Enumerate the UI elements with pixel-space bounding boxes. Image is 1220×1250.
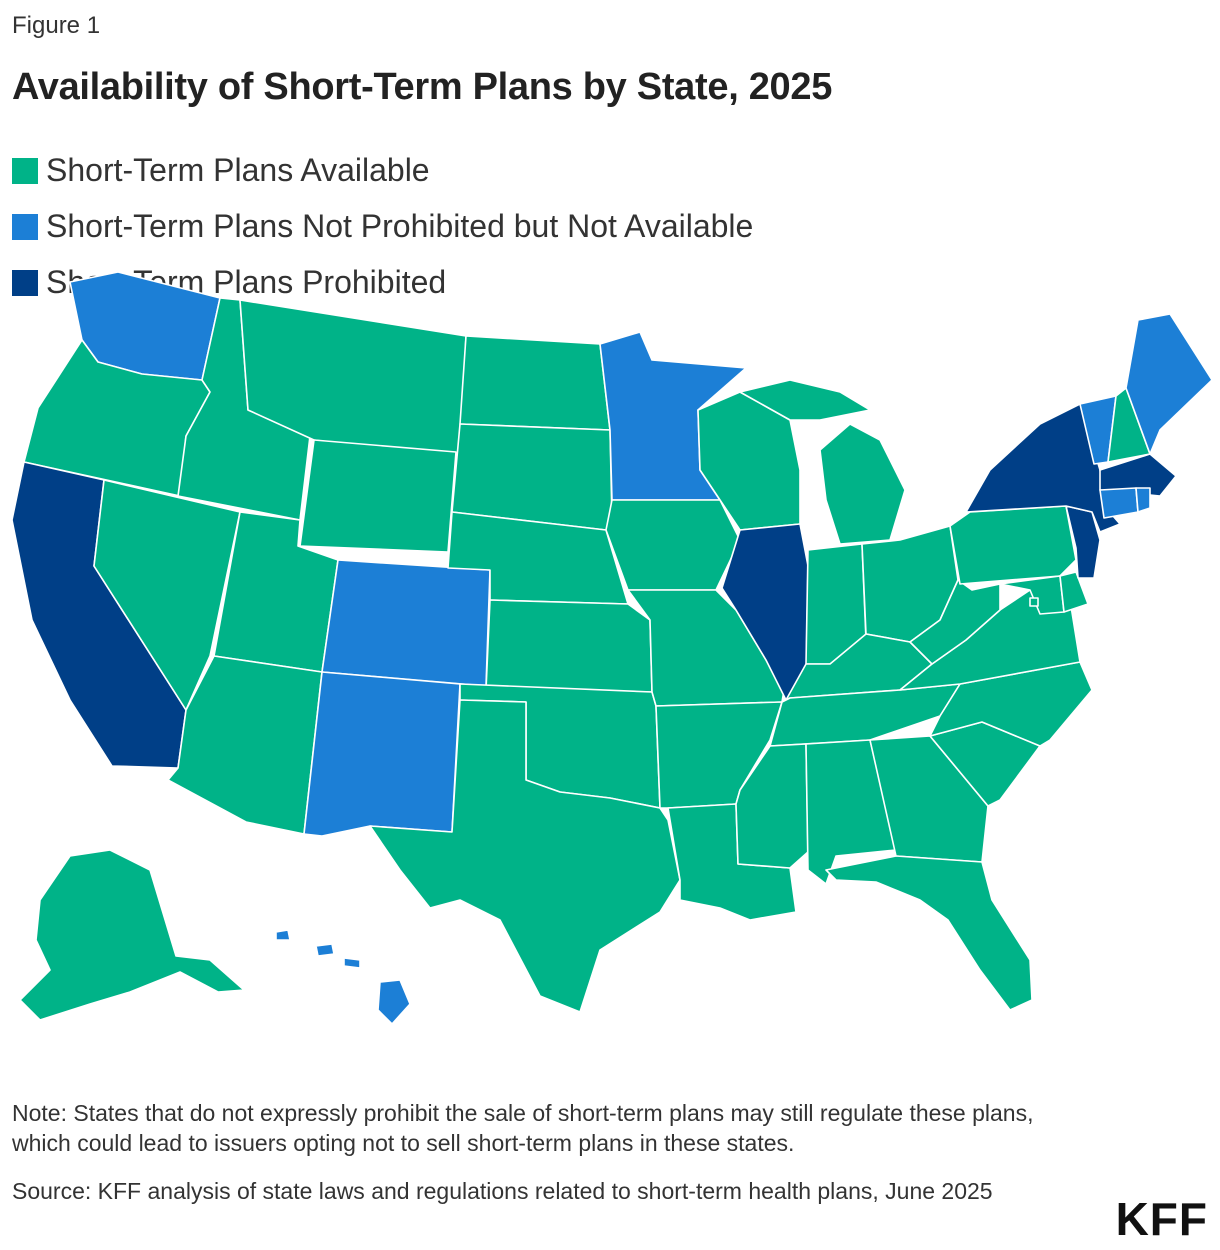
legend-swatch-not-available	[12, 214, 38, 240]
state-fl[interactable]	[825, 855, 1033, 1011]
legend-label-available: Short-Term Plans Available	[46, 152, 430, 188]
state-hi[interactable]	[275, 929, 411, 1025]
kff-logo: KFF	[1115, 1193, 1208, 1245]
state-nd[interactable]	[459, 335, 611, 431]
state-de[interactable]	[1059, 571, 1089, 613]
legend-label-not-available: Short-Term Plans Not Prohibited but Not …	[46, 208, 754, 244]
state-ri[interactable]	[1135, 487, 1151, 513]
state-nv[interactable]	[93, 479, 241, 711]
state-ma[interactable]	[1099, 453, 1177, 497]
chart-source: Source: KFF analysis of state laws and r…	[12, 1178, 993, 1204]
state-md[interactable]	[999, 575, 1065, 615]
state-tx[interactable]	[369, 699, 681, 1013]
state-ga[interactable]	[869, 735, 989, 863]
chart-note: Note: States that do not expressly prohi…	[12, 1100, 1034, 1156]
legend-swatch-available	[12, 158, 38, 184]
us-map	[0, 260, 1220, 1040]
state-pa[interactable]	[949, 505, 1077, 585]
state-mi[interactable]	[739, 379, 906, 545]
us-map-svg	[11, 271, 1213, 1025]
state-wy[interactable]	[299, 439, 457, 553]
state-ia[interactable]	[605, 499, 741, 591]
figure-label: Figure 1	[12, 12, 101, 39]
state-ak[interactable]	[19, 849, 245, 1021]
state-dc[interactable]	[1029, 597, 1039, 607]
state-co[interactable]	[321, 559, 491, 687]
state-ks[interactable]	[485, 599, 653, 693]
state-ct[interactable]	[1099, 487, 1139, 519]
chart-title: Availability of Short-Term Plans by Stat…	[12, 66, 833, 108]
legend-swatch-prohibited	[12, 270, 38, 296]
state-mo[interactable]	[627, 589, 785, 707]
legend-item-not-available: Short-Term Plans Not Prohibited but Not …	[12, 198, 753, 254]
legend-item-available: Short-Term Plans Available	[12, 142, 430, 198]
state-nm[interactable]	[303, 671, 461, 837]
legend: Short-Term Plans Available Short-Term Pl…	[12, 142, 1202, 310]
